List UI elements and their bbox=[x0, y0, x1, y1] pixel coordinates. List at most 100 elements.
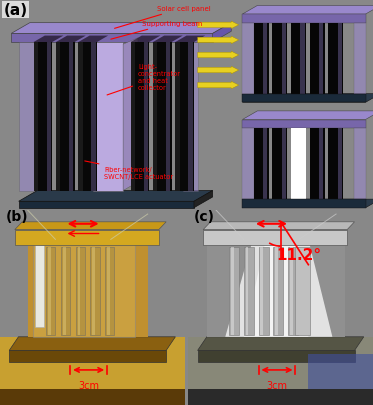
Bar bbox=[9, 351, 166, 362]
Bar bbox=[56, 43, 75, 191]
Bar bbox=[207, 240, 345, 337]
Bar bbox=[34, 43, 52, 191]
Bar bbox=[354, 129, 366, 200]
Polygon shape bbox=[15, 222, 166, 230]
Bar bbox=[76, 247, 85, 335]
Bar bbox=[310, 23, 325, 94]
Bar bbox=[254, 129, 269, 200]
Bar bbox=[328, 23, 343, 94]
Bar bbox=[153, 43, 172, 191]
Polygon shape bbox=[244, 240, 308, 337]
Bar bbox=[290, 247, 293, 335]
Text: (a): (a) bbox=[4, 3, 28, 18]
FancyArrow shape bbox=[198, 37, 239, 45]
Bar bbox=[33, 244, 135, 337]
Polygon shape bbox=[153, 36, 183, 43]
Bar bbox=[153, 43, 157, 191]
Bar bbox=[78, 43, 97, 191]
Polygon shape bbox=[194, 191, 213, 208]
Bar bbox=[282, 129, 286, 200]
Polygon shape bbox=[123, 38, 138, 191]
Bar bbox=[0, 337, 185, 405]
Bar bbox=[242, 15, 366, 23]
Bar bbox=[78, 247, 80, 335]
Text: Supporting beam: Supporting beam bbox=[111, 21, 202, 40]
Bar bbox=[254, 23, 269, 94]
Bar bbox=[56, 43, 60, 191]
Bar bbox=[295, 247, 310, 335]
Text: Fiber-network/
SWCNT/LCE actuator: Fiber-network/ SWCNT/LCE actuator bbox=[85, 162, 173, 179]
Text: Light-
concentrator
and heat
collector: Light- concentrator and heat collector bbox=[107, 64, 181, 96]
Bar bbox=[175, 43, 194, 191]
Bar bbox=[69, 43, 73, 191]
Bar bbox=[61, 247, 70, 335]
Bar bbox=[354, 23, 366, 94]
Bar bbox=[34, 43, 38, 191]
Bar bbox=[242, 120, 366, 129]
Bar bbox=[144, 43, 148, 191]
FancyArrow shape bbox=[198, 52, 239, 60]
Text: (c): (c) bbox=[194, 209, 215, 223]
Text: (b): (b) bbox=[6, 209, 28, 223]
Polygon shape bbox=[198, 337, 364, 351]
Text: 3cm: 3cm bbox=[78, 380, 99, 390]
Bar bbox=[310, 129, 325, 200]
Bar bbox=[48, 247, 51, 335]
Bar bbox=[242, 200, 366, 208]
Bar bbox=[131, 43, 135, 191]
Polygon shape bbox=[242, 112, 373, 120]
Bar bbox=[35, 245, 44, 327]
Bar bbox=[328, 129, 343, 200]
Bar bbox=[291, 129, 306, 200]
Bar bbox=[260, 247, 263, 335]
Bar bbox=[275, 247, 278, 335]
Bar bbox=[0, 390, 185, 405]
Polygon shape bbox=[203, 222, 354, 230]
Bar bbox=[107, 247, 110, 335]
Bar bbox=[15, 230, 159, 245]
Polygon shape bbox=[242, 6, 373, 15]
Polygon shape bbox=[9, 337, 175, 351]
Bar bbox=[231, 247, 233, 335]
Bar bbox=[273, 247, 283, 335]
Polygon shape bbox=[11, 23, 231, 34]
Polygon shape bbox=[19, 202, 194, 208]
Bar bbox=[47, 43, 51, 191]
Bar bbox=[272, 129, 287, 200]
FancyArrow shape bbox=[198, 67, 239, 75]
FancyArrow shape bbox=[198, 82, 239, 90]
Bar bbox=[288, 247, 298, 335]
Bar bbox=[78, 43, 83, 191]
Bar bbox=[338, 129, 342, 200]
Polygon shape bbox=[78, 36, 108, 43]
Bar bbox=[282, 23, 286, 94]
Polygon shape bbox=[34, 36, 63, 43]
Bar bbox=[242, 23, 254, 94]
Bar bbox=[242, 94, 366, 103]
Bar bbox=[291, 23, 306, 94]
Bar bbox=[308, 354, 373, 390]
FancyArrow shape bbox=[198, 22, 239, 30]
Polygon shape bbox=[242, 200, 373, 208]
Polygon shape bbox=[175, 36, 205, 43]
Bar bbox=[272, 23, 287, 94]
Polygon shape bbox=[56, 36, 86, 43]
Bar bbox=[183, 43, 198, 191]
Bar bbox=[244, 247, 254, 335]
Bar bbox=[188, 43, 193, 191]
Bar bbox=[258, 247, 269, 335]
Bar bbox=[91, 247, 100, 335]
Bar bbox=[93, 247, 95, 335]
Bar bbox=[93, 43, 123, 191]
Polygon shape bbox=[131, 36, 160, 43]
Polygon shape bbox=[11, 34, 213, 43]
Bar bbox=[198, 351, 355, 362]
Bar bbox=[188, 337, 373, 405]
Bar bbox=[245, 247, 248, 335]
Polygon shape bbox=[225, 240, 332, 337]
Bar bbox=[188, 390, 373, 405]
Text: 11.2°: 11.2° bbox=[277, 248, 322, 263]
Bar bbox=[166, 43, 170, 191]
Bar bbox=[338, 23, 342, 94]
Polygon shape bbox=[19, 191, 213, 202]
